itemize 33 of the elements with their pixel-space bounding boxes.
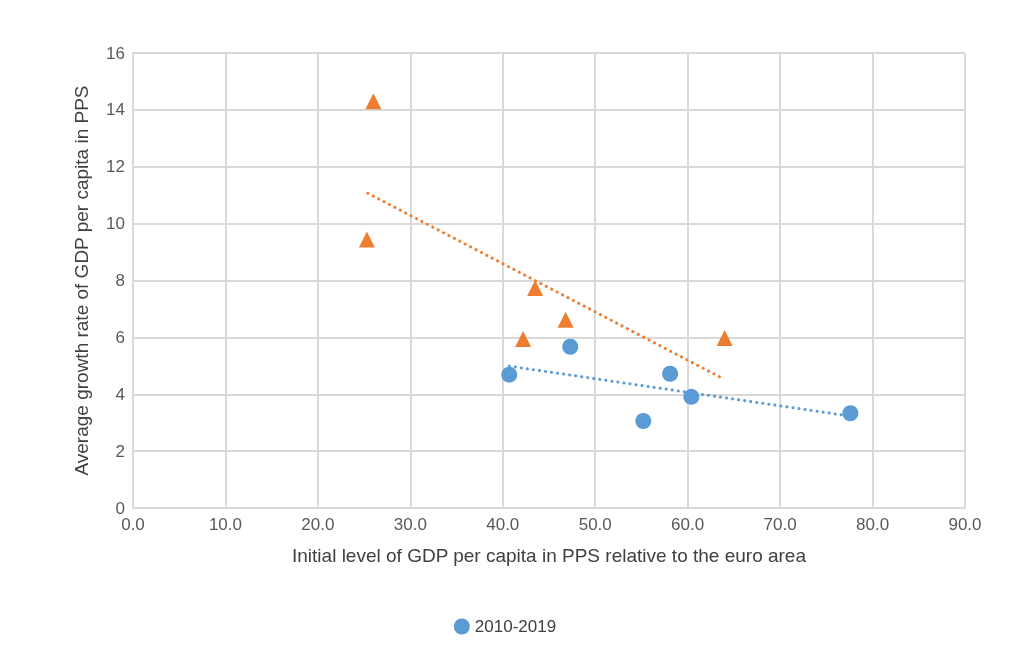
point [716, 329, 733, 346]
y-axis-title: Average growth rate of GDP per capita in PPS [71, 85, 92, 476]
x-tick-label: 10.0 [208, 515, 242, 534]
point [365, 93, 382, 110]
y-tick-label: 8 [115, 271, 125, 290]
legend-label: 2010-2019 [474, 617, 557, 636]
point [358, 231, 375, 248]
x-axis-title: Initial level of GDP per capita in PPS relative to the euro area [292, 545, 807, 566]
point [662, 365, 679, 382]
y-tick-label: 12 [106, 157, 125, 177]
x-tick-label: 50.0 [578, 515, 612, 534]
x-tick-label: 30.0 [393, 515, 427, 534]
y-tick-label: 6 [115, 327, 125, 347]
point [635, 412, 652, 429]
y-tick-label: 14 [106, 100, 125, 120]
point [501, 366, 518, 383]
y-tick-label: 16 [106, 43, 125, 63]
point [842, 405, 859, 422]
x-tick-label: 70.0 [763, 515, 797, 534]
point [557, 311, 574, 328]
y-tick-label: 10 [106, 214, 125, 234]
x-tick-label: 60.0 [671, 515, 705, 534]
y-tick-label: 0 [115, 498, 125, 518]
x-tick-label: 80.0 [856, 515, 890, 534]
y-tick-label: 4 [115, 384, 125, 404]
x-tick-label: 20.0 [301, 515, 335, 534]
y-tick-label: 2 [115, 441, 125, 461]
x-tick-label: 0.0 [121, 515, 145, 534]
point [562, 338, 579, 355]
x-tick-label: 90.0 [948, 515, 982, 534]
point [527, 279, 544, 296]
x-tick-label: 40.0 [486, 515, 520, 534]
point [515, 331, 532, 348]
